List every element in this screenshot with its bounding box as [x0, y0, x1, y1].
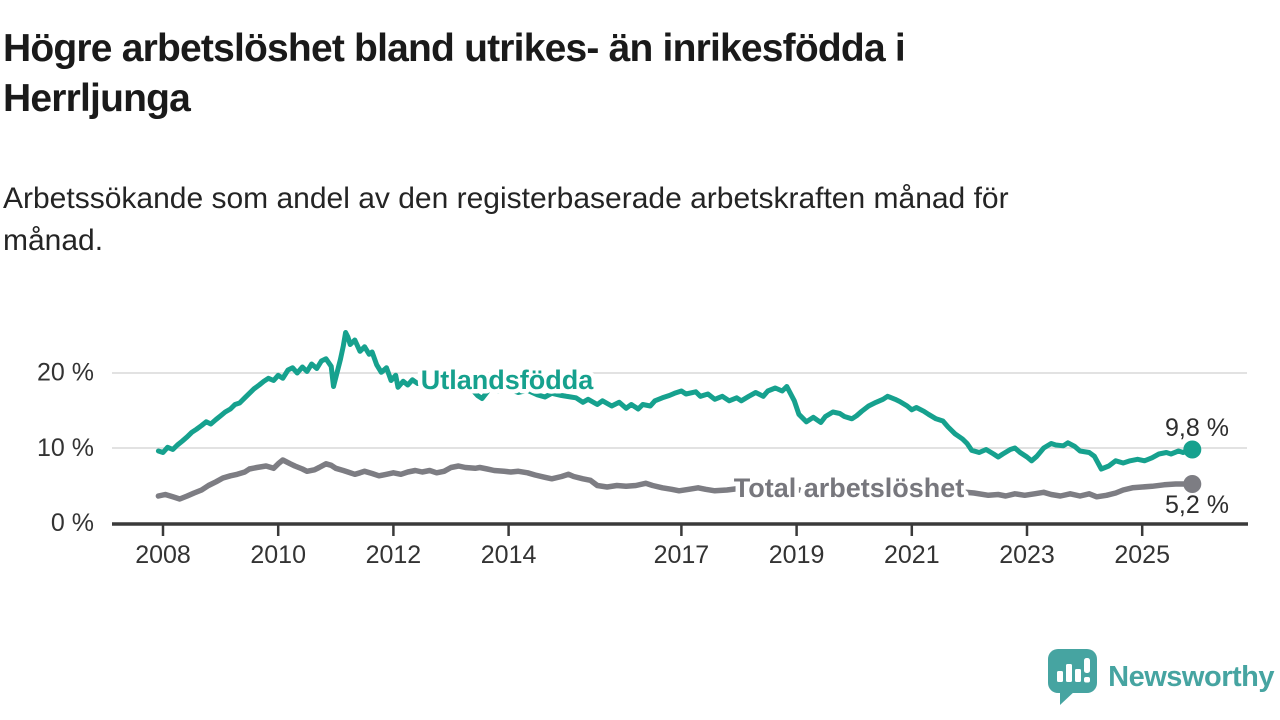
series-label-total-arbetsloshet: Total arbetslöshet: [734, 473, 965, 503]
title-line-1: Högre arbetslöshet bland utrikes- än inr…: [3, 27, 906, 70]
page-title: Högre arbetslöshet bland utrikes- än inr…: [3, 24, 906, 124]
x-tick-label-2023: 2023: [999, 541, 1055, 569]
x-tick-label-2014: 2014: [481, 541, 537, 569]
x-tick-label-2017: 2017: [654, 541, 710, 569]
newsworthy-logo: Newsworthy: [1047, 648, 1274, 706]
subtitle-line-1: Arbetssökande som andel av den registerb…: [3, 182, 1009, 215]
series-end-dot-utlandsfodda: [1183, 440, 1202, 459]
series-line-utlandsfodda: [155, 330, 1195, 472]
x-tick-label-2021: 2021: [884, 541, 940, 569]
title-line-2: Herrljunga: [3, 77, 191, 120]
subtitle-line-2: månad.: [3, 224, 104, 257]
y-tick-label-10: 10 %: [37, 434, 94, 462]
gridlines: [112, 372, 1247, 449]
y-tick-label-20: 20 %: [37, 359, 94, 387]
y-tick-label-0: 0 %: [51, 509, 94, 537]
x-tick-label-2012: 2012: [366, 541, 422, 569]
x-tick-label-2025: 2025: [1114, 541, 1170, 569]
end-value-label-utlandsfodda: 9,8 %: [1165, 414, 1229, 442]
newsworthy-bubble-bar-chart-icon: [1048, 649, 1098, 705]
newsworthy-wordmark: Newsworthy: [1108, 660, 1274, 693]
x-tick-label-2019: 2019: [769, 541, 825, 569]
x-tick-label-2010: 2010: [250, 541, 306, 569]
x-axis-ticks: 2008 2010 2012 2014 2017 2019 2021 2023 2025: [135, 524, 1170, 569]
end-value-label-total-arbetsloshet: 5,2 %: [1165, 491, 1229, 519]
series-end-dot-total-arbetsloshet: [1183, 475, 1202, 493]
series-line-total-arbetsloshet: [155, 457, 1196, 502]
x-tick-label-2008: 2008: [135, 541, 191, 569]
chart-subtitle: Arbetssökande som andel av den registerb…: [3, 178, 1009, 262]
series-label-utlandsfodda: Utlandsfödda: [421, 365, 594, 395]
